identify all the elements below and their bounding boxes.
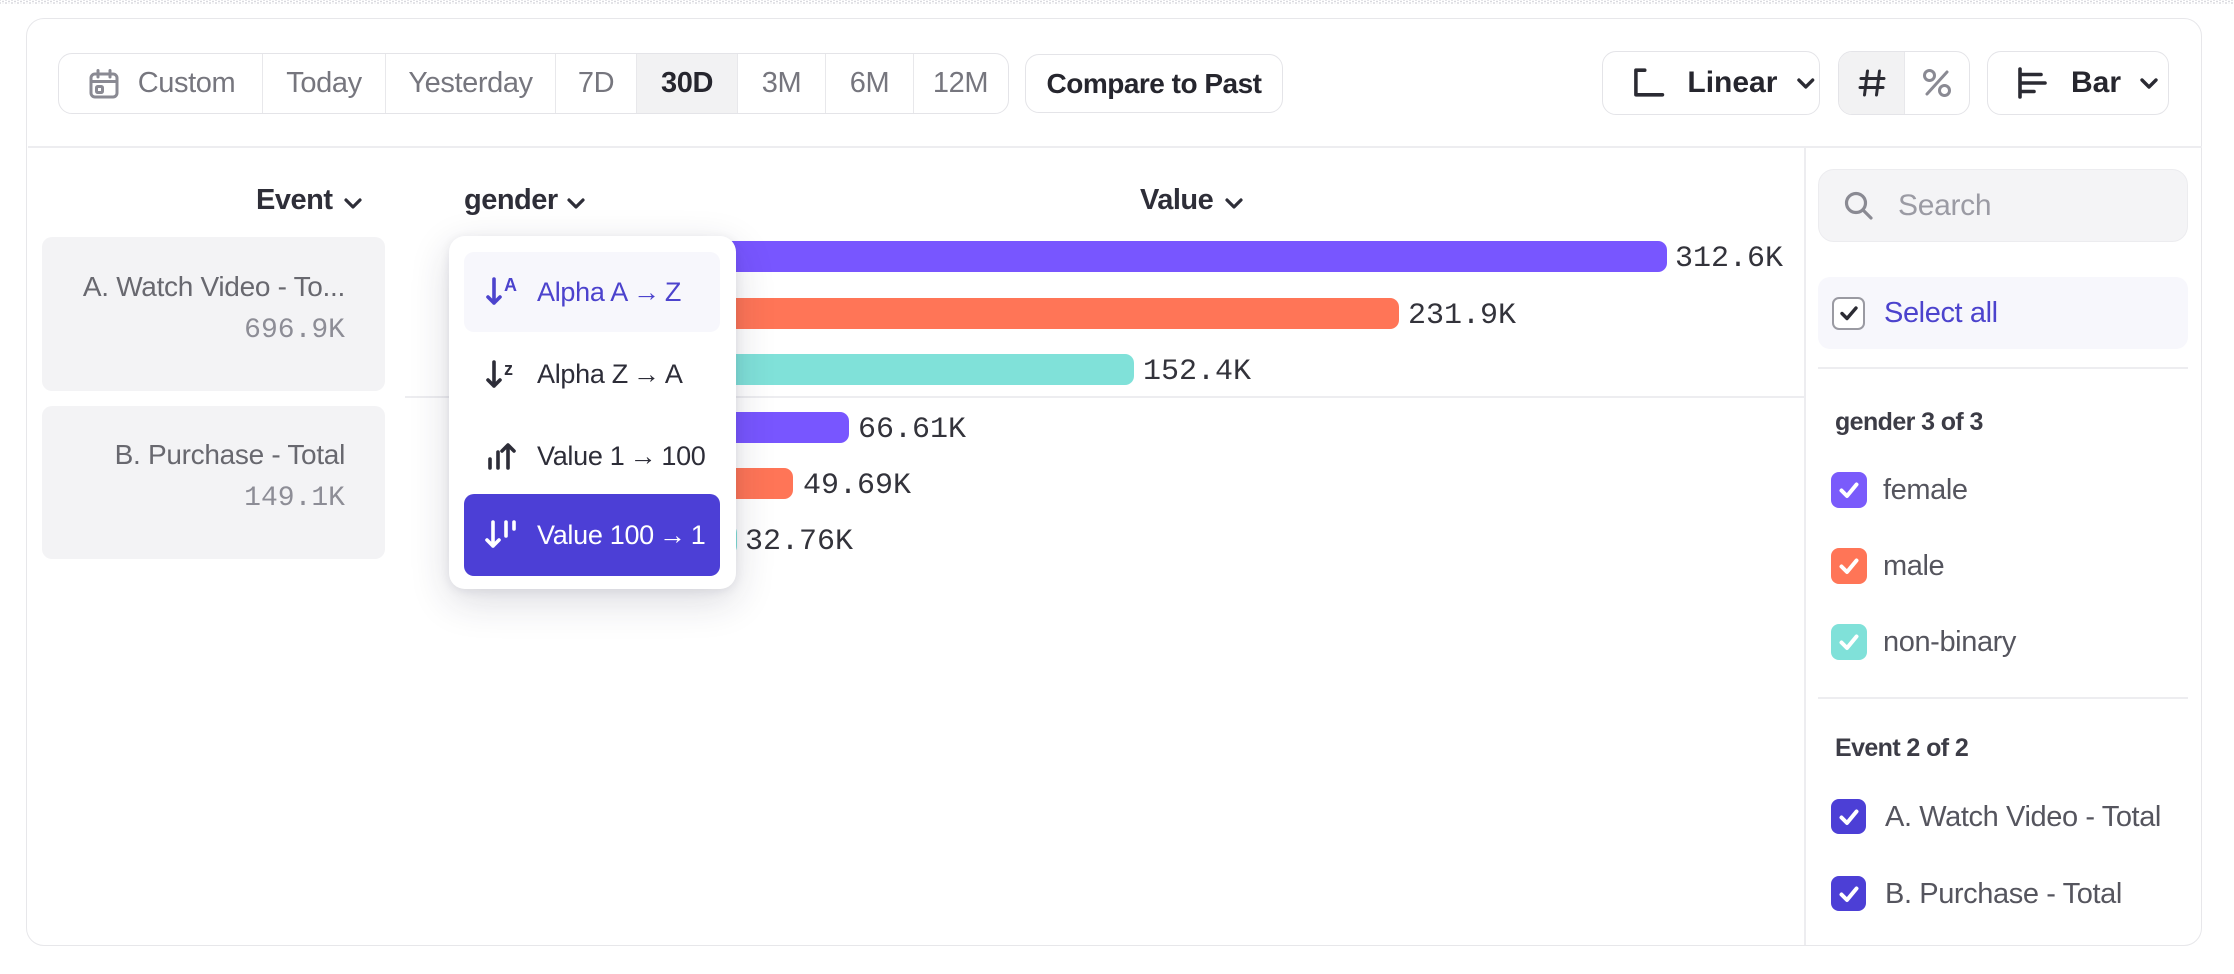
svg-text:A: A bbox=[504, 275, 517, 295]
svg-text:z: z bbox=[504, 359, 513, 379]
